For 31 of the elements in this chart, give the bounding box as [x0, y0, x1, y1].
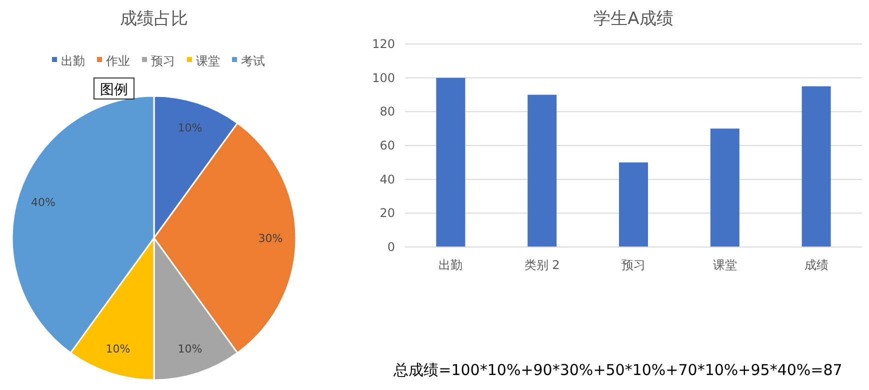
- chart-title: 学生A成绩: [594, 9, 674, 29]
- x-tick-label: 预习: [622, 258, 646, 272]
- y-tick-label: 60: [380, 138, 395, 152]
- data-label: 10%: [106, 342, 130, 356]
- y-tick-label: 0: [387, 240, 395, 254]
- chart-title: 成绩占比: [120, 9, 188, 29]
- data-label: 30%: [258, 232, 283, 245]
- data-label: 10%: [178, 342, 202, 356]
- x-tick-label: 出勤: [438, 258, 463, 272]
- y-tick-label: 40: [380, 172, 395, 186]
- y-tick-label: 100: [372, 70, 395, 85]
- bar: [802, 86, 831, 247]
- bar: [436, 78, 466, 247]
- legend-label: 出勤: [61, 54, 85, 68]
- bar: [528, 94, 557, 247]
- data-label: 40%: [31, 196, 56, 210]
- x-tick-label: 成绩: [804, 258, 828, 272]
- legend-label: 课堂: [196, 54, 220, 68]
- y-tick-label: 120: [372, 37, 395, 51]
- text: 总成绩=100*10%+90*30%+50*10%+70*10%+95*40%=87: [392, 361, 842, 379]
- y-tick-label: 80: [380, 104, 395, 119]
- x-tick-label: 课堂: [712, 258, 737, 272]
- legend-label: 考试: [241, 54, 265, 68]
- bar: [710, 128, 740, 247]
- bar: [619, 162, 648, 247]
- y-tick-label: 20: [380, 206, 395, 220]
- text: 图例: [100, 82, 128, 98]
- data-label: 10%: [178, 121, 202, 134]
- legend-label: 作业: [105, 54, 130, 68]
- legend-label: 预习: [151, 54, 175, 68]
- x-tick-label: 类别 2: [524, 258, 560, 272]
